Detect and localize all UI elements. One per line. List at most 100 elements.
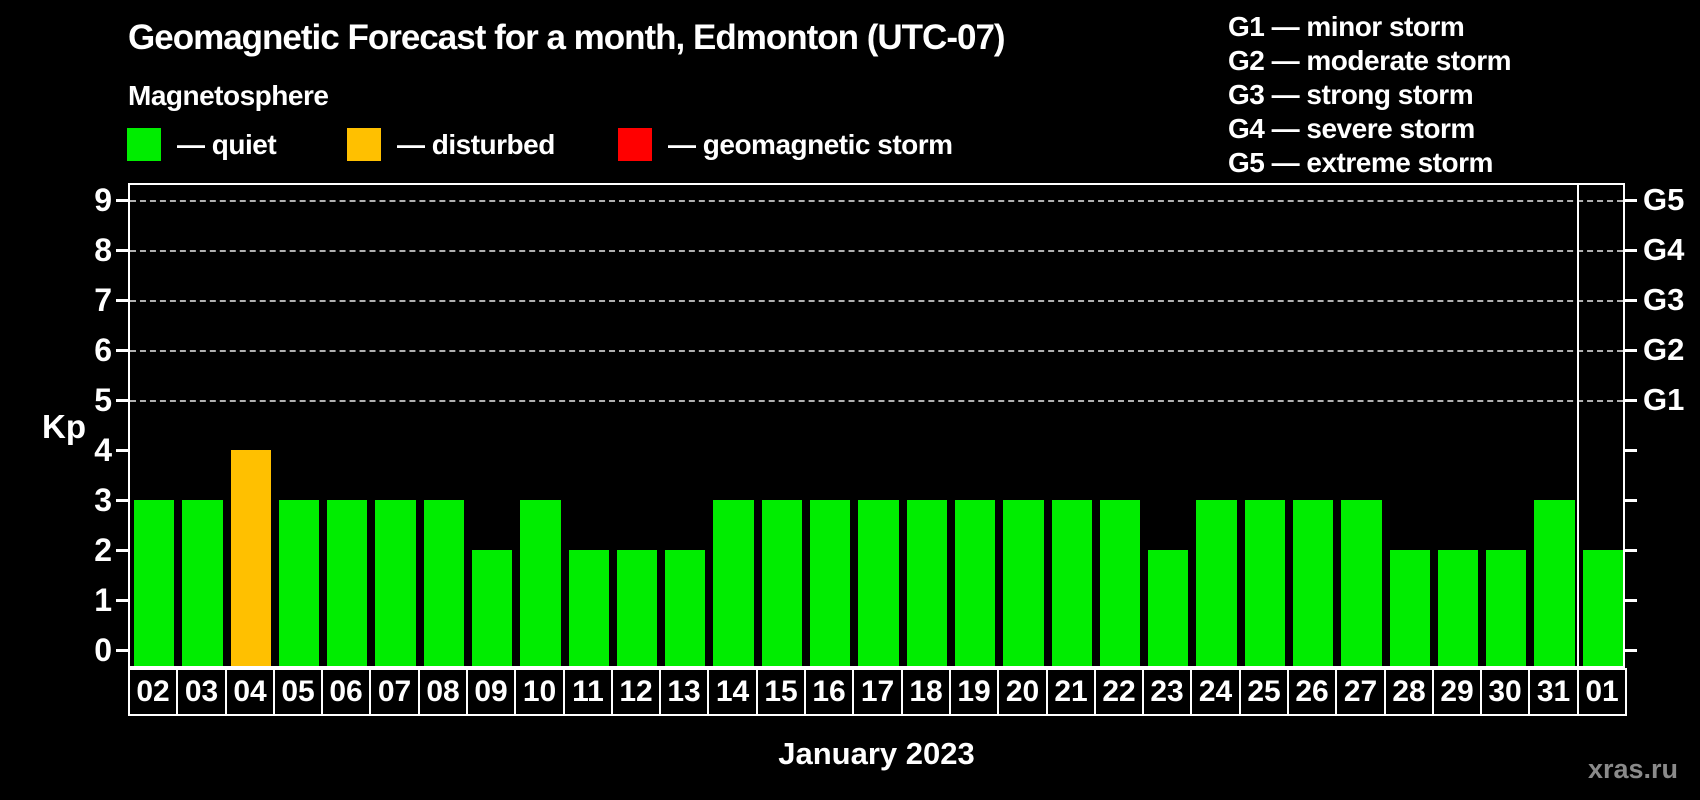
day-label-box-26: 26 [1287,668,1337,716]
g2-legend-line: G2 — moderate storm [1228,45,1512,76]
kp-bar-08 [424,500,464,666]
month-boundary-line [1577,185,1579,666]
kp-bar-06 [327,500,367,666]
y-tick-label-5: 5 [94,382,112,418]
kp-bar-28 [1390,550,1430,666]
right-tick-0 [1625,649,1637,652]
gridline-kp5 [130,400,1623,402]
kp-bar-10 [520,500,561,666]
day-label-box-15: 15 [756,668,806,716]
g5-legend-line: G5 — extreme storm [1228,147,1493,178]
kp-bar-29 [1438,550,1478,666]
legend-label-disturbed: — disturbed [397,129,555,160]
g3-legend-line: G3 — strong storm [1228,79,1474,110]
kp-bar-03 [182,500,223,666]
right-tick-9 [1625,199,1637,202]
right-tick-8 [1625,249,1637,252]
y-tick-label-0: 0 [94,632,112,668]
left-tick-5 [116,399,128,402]
day-label-box-07: 07 [369,668,420,716]
g4-legend-line: G4 — severe storm [1228,113,1475,144]
kp-bar-27 [1341,500,1382,666]
right-tick-7 [1625,299,1637,302]
left-tick-3 [116,499,128,502]
day-label-box-27: 27 [1335,668,1386,716]
y-tick-label-2: 2 [94,532,112,568]
right-axis-label-g3: G3 [1643,282,1685,317]
kp-bar-30 [1486,550,1526,666]
right-tick-4 [1625,449,1637,452]
day-label-box-14: 14 [707,668,758,716]
disturbed-color-swatch [347,128,381,161]
kp-bar-23 [1148,550,1188,666]
kp-bar-18 [907,500,947,666]
day-label-box-11: 11 [563,668,613,716]
gridline-kp9 [130,200,1623,202]
day-label-box-29: 29 [1432,668,1482,716]
left-tick-7 [116,299,128,302]
kp-bar-11 [569,550,609,666]
day-label-box-06: 06 [321,668,371,716]
right-tick-1 [1625,599,1637,602]
day-label-box-05: 05 [273,668,323,716]
right-axis-label-g5: G5 [1643,182,1685,217]
y-tick-label-1: 1 [94,582,112,618]
plot-area [128,183,1625,668]
storm-color-swatch [618,128,652,161]
day-label-box-16: 16 [804,668,854,716]
left-tick-8 [116,249,128,252]
left-tick-4 [116,449,128,452]
day-label-box-01: 01 [1577,668,1627,716]
kp-bar-16 [810,500,850,666]
kp-bar-17 [858,500,899,666]
kp-bar-26 [1293,500,1333,666]
kp-bar-20 [1003,500,1044,666]
g-scale-legend: G1 — minor storm G2 — moderate storm G3 … [1228,10,1512,180]
right-tick-5 [1625,399,1637,402]
right-tick-3 [1625,499,1637,502]
x-axis-title: January 2023 [778,736,975,771]
page-title: Geomagnetic Forecast for a month, Edmont… [128,18,1006,57]
day-label-box-02: 02 [128,668,178,716]
day-label-box-10: 10 [514,668,565,716]
watermark: xras.ru [1587,754,1678,784]
day-label-box-20: 20 [997,668,1048,716]
quiet-color-swatch [127,128,161,161]
day-label-box-13: 13 [659,668,709,716]
left-tick-6 [116,349,128,352]
right-axis-label-g2: G2 [1643,332,1685,367]
legend-label-quiet: — quiet [177,129,277,160]
left-tick-0 [116,649,128,652]
right-tick-2 [1625,549,1637,552]
day-label-box-08: 08 [418,668,468,716]
kp-bar-22 [1100,500,1140,666]
gridline-kp8 [130,250,1623,252]
day-label-box-21: 21 [1046,668,1096,716]
gridline-kp6 [130,350,1623,352]
day-label-box-23: 23 [1142,668,1192,716]
kp-bar-21 [1052,500,1092,666]
right-axis-label-g4: G4 [1643,232,1685,267]
day-label-box-04: 04 [225,668,275,716]
kp-bar-15 [762,500,802,666]
day-label-box-17: 17 [852,668,903,716]
day-label-box-09: 09 [466,668,516,716]
y-tick-label-4: 4 [94,432,112,468]
kp-bar-04 [231,450,271,666]
y-axis-title: Kp [42,408,86,445]
y-tick-label-9: 9 [94,182,112,218]
kp-bar-01 [1583,550,1623,666]
right-tick-6 [1625,349,1637,352]
right-axis-label-g1: G1 [1643,382,1685,417]
day-label-box-19: 19 [949,668,999,716]
kp-bar-02 [134,500,174,666]
kp-bar-19 [955,500,995,666]
day-label-box-22: 22 [1094,668,1144,716]
day-label-box-24: 24 [1190,668,1241,716]
kp-bar-31 [1534,500,1575,666]
kp-bar-13 [665,550,705,666]
g1-legend-line: G1 — minor storm [1228,11,1465,42]
chart-subtitle: Magnetosphere [128,80,329,111]
left-tick-9 [116,199,128,202]
